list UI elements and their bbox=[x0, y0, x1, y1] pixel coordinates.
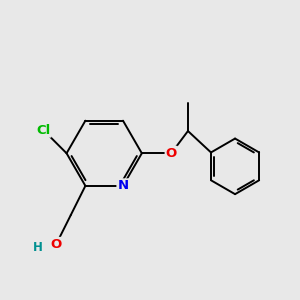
Text: O: O bbox=[50, 238, 62, 251]
Text: Cl: Cl bbox=[36, 124, 51, 136]
Text: O: O bbox=[166, 147, 177, 160]
Text: N: N bbox=[117, 179, 129, 192]
Text: H: H bbox=[33, 241, 43, 254]
